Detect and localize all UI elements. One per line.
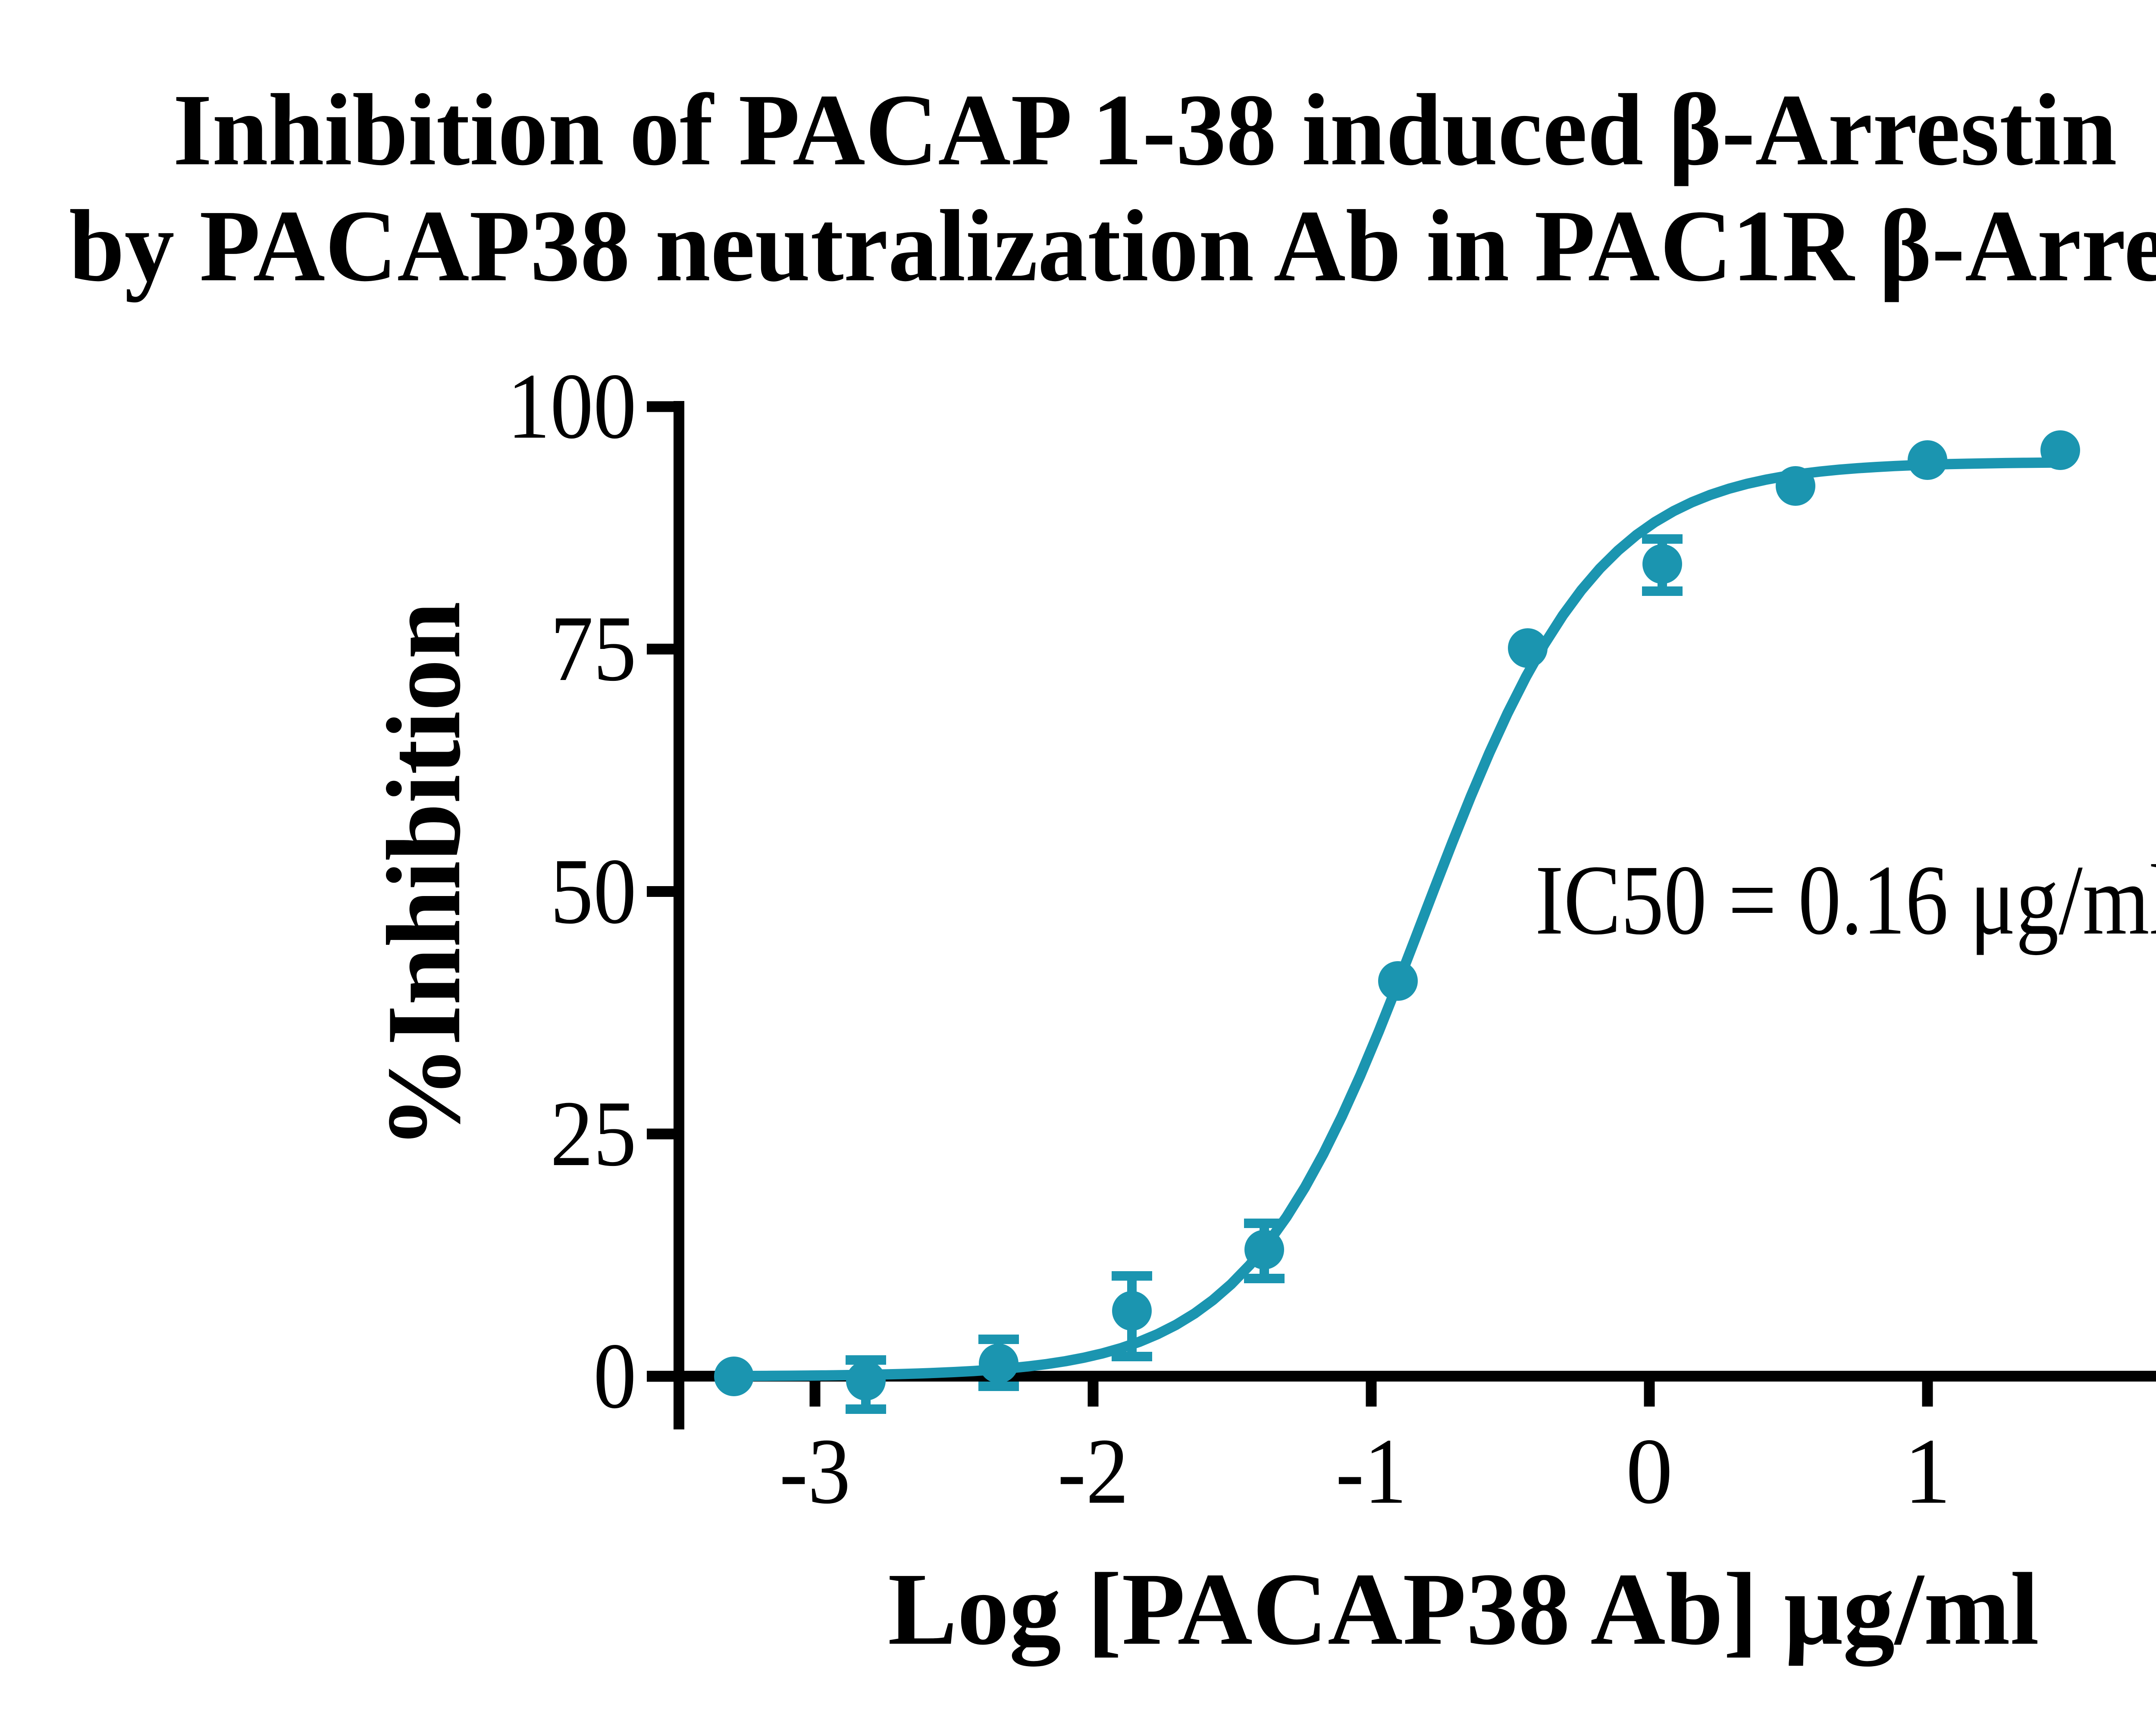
svg-text:-1: -1 [1336, 1420, 1407, 1523]
svg-text:by PACAP38 neutralization Ab i: by PACAP38 neutralization Ab in PAC1R β-… [69, 172, 2156, 303]
svg-text:100: 100 [507, 354, 636, 458]
svg-text:1: 1 [1904, 1420, 1951, 1523]
svg-text:-3: -3 [780, 1420, 851, 1523]
svg-text:Log [PACAP38 Ab] μg/ml: Log [PACAP38 Ab] μg/ml [888, 1551, 2039, 1667]
svg-text:IC50 = 0.16 μg/ml: IC50 = 0.16 μg/ml [1535, 845, 2156, 956]
svg-text:0: 0 [1626, 1420, 1673, 1523]
svg-text:50: 50 [550, 840, 636, 943]
svg-text:Inhibition of PACAP 1-38 induc: Inhibition of PACAP 1-38 induced β-Arres… [173, 73, 2156, 187]
svg-text:25: 25 [550, 1082, 636, 1186]
svg-text:-2: -2 [1058, 1420, 1129, 1523]
svg-text:%Inhibition: %Inhibition [365, 602, 482, 1149]
svg-text:75: 75 [550, 597, 636, 701]
svg-text:0: 0 [593, 1324, 636, 1428]
